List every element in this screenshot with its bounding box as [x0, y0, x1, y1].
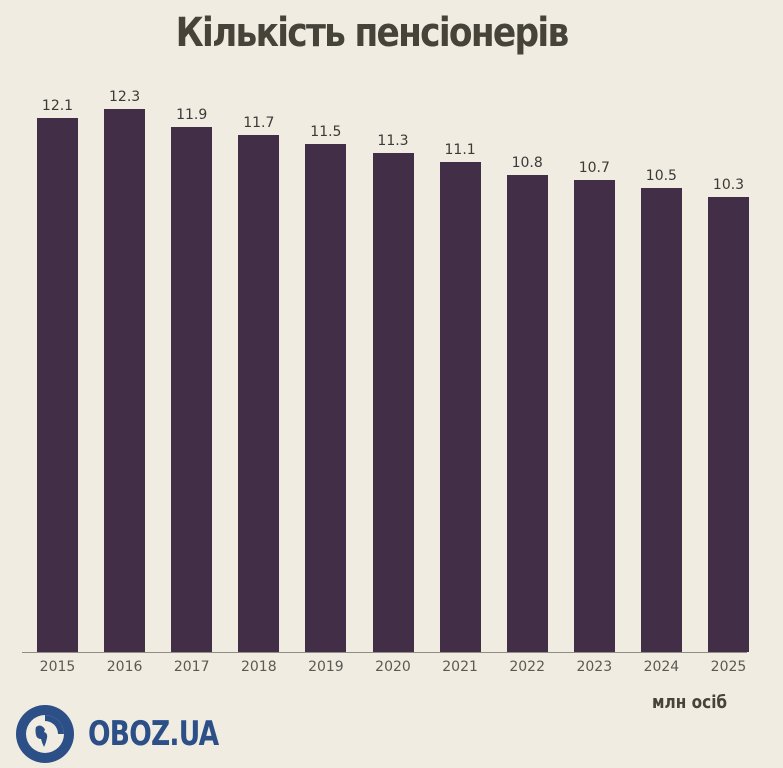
- bar-2015: [37, 117, 78, 652]
- value-label: 12.3: [109, 88, 141, 105]
- x-tick-label: 2021: [442, 659, 478, 675]
- bar-2022: [506, 175, 548, 652]
- bar-2021: [439, 161, 481, 652]
- bar-2023: [573, 179, 615, 652]
- value-label: 11.5: [310, 124, 342, 141]
- value-label: 11.7: [243, 115, 275, 132]
- bar-2018: [238, 135, 280, 652]
- bar-2017: [171, 126, 213, 652]
- brand-name: OBOZ.UA: [88, 714, 219, 754]
- x-tick-label: 2015: [39, 659, 76, 675]
- bar-2016: [104, 108, 146, 652]
- value-label: 11.1: [444, 141, 476, 158]
- chart-title: Кількість пенсіонерів: [175, 10, 570, 56]
- x-axis-line: [22, 652, 747, 653]
- value-label: 12.1: [41, 97, 74, 114]
- x-tick-label: 2022: [509, 659, 545, 675]
- value-label: 10.5: [645, 168, 677, 185]
- x-tick-label: 2016: [106, 659, 143, 675]
- x-tick-label: 2025: [710, 659, 747, 675]
- value-label: 11.9: [176, 106, 208, 123]
- value-label: 10.7: [578, 159, 610, 176]
- value-label: 11.3: [377, 133, 409, 150]
- value-label: 10.3: [712, 177, 745, 194]
- x-tick-label: 2017: [173, 659, 210, 675]
- bar-2020: [372, 153, 414, 652]
- x-tick-label: 2023: [576, 659, 613, 675]
- bar-2025: [708, 197, 749, 652]
- unit-label: млн осіб: [652, 692, 728, 713]
- brand-logo: OBOZ.UA: [14, 703, 255, 765]
- bar-2019: [305, 144, 347, 652]
- x-tick-label: 2024: [643, 659, 680, 675]
- bar-chart: 12.1 2015 12.3 2016 11.9 2017 11.7 2018 11.5 2019…: [37, 88, 749, 675]
- x-tick-label: 2020: [375, 659, 411, 675]
- bar-2024: [640, 188, 682, 652]
- x-tick-label: 2019: [308, 659, 344, 675]
- x-tick-label: 2018: [240, 659, 277, 675]
- globe-icon: [16, 705, 74, 763]
- value-label: 10.8: [511, 155, 543, 172]
